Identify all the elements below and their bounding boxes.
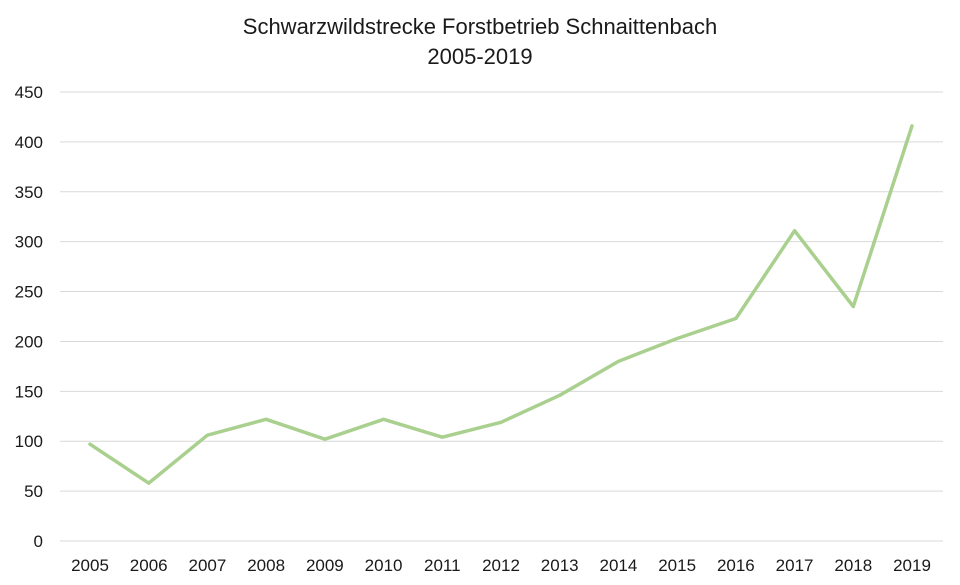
y-tick-label: 0 [34, 532, 43, 551]
y-tick-label: 450 [15, 83, 43, 102]
x-tick-label: 2008 [247, 556, 285, 575]
x-tick-label: 2013 [541, 556, 579, 575]
x-tick-label: 2015 [658, 556, 696, 575]
data-point [323, 437, 327, 441]
series-line-0 [88, 124, 914, 485]
x-tick-label: 2009 [306, 556, 344, 575]
series-layer [88, 124, 914, 485]
data-point [558, 393, 562, 397]
y-tick-label: 350 [15, 183, 43, 202]
y-tick-label: 250 [15, 283, 43, 302]
x-tick-label: 2006 [130, 556, 168, 575]
gridlines [60, 91, 943, 542]
chart-title: Schwarzwildstrecke Forstbetrieb Schnaitt… [242, 14, 718, 39]
x-tick-label: 2016 [717, 556, 755, 575]
x-tick-label: 2012 [482, 556, 520, 575]
data-point [440, 435, 444, 439]
x-tick-label: 2007 [189, 556, 227, 575]
data-point [382, 417, 386, 421]
chart-subtitle: 2005-2019 [427, 44, 533, 69]
x-tick-label: 2019 [893, 556, 931, 575]
y-tick-label: 300 [15, 233, 43, 252]
data-point [205, 433, 209, 437]
data-point [147, 481, 151, 485]
y-tick-label: 50 [24, 482, 43, 501]
y-tick-label: 100 [15, 432, 43, 451]
chart-title-block: Schwarzwildstrecke Forstbetrieb Schnaitt… [0, 12, 960, 72]
data-point [851, 305, 855, 309]
data-point [734, 316, 738, 320]
x-tick-label: 2018 [834, 556, 872, 575]
data-point [499, 420, 503, 424]
y-axis-ticks: 0 50 100 150 200 250 300 350 400 450 [15, 83, 43, 551]
data-point [793, 229, 797, 233]
data-point [675, 336, 679, 340]
y-tick-label: 150 [15, 382, 43, 401]
data-point [616, 359, 620, 363]
x-tick-label: 2010 [365, 556, 403, 575]
x-tick-label: 2005 [71, 556, 109, 575]
data-point [88, 442, 92, 446]
x-tick-label: 2011 [424, 556, 461, 575]
y-tick-label: 200 [15, 332, 43, 351]
x-tick-label: 2014 [600, 556, 638, 575]
y-tick-label: 400 [15, 133, 43, 152]
data-point [910, 124, 914, 128]
x-axis-ticks: 2005 2006 2007 2008 2009 2010 2011 2012 2013 2014… [71, 556, 931, 575]
x-tick-label: 2017 [776, 556, 814, 575]
data-point [264, 417, 268, 421]
